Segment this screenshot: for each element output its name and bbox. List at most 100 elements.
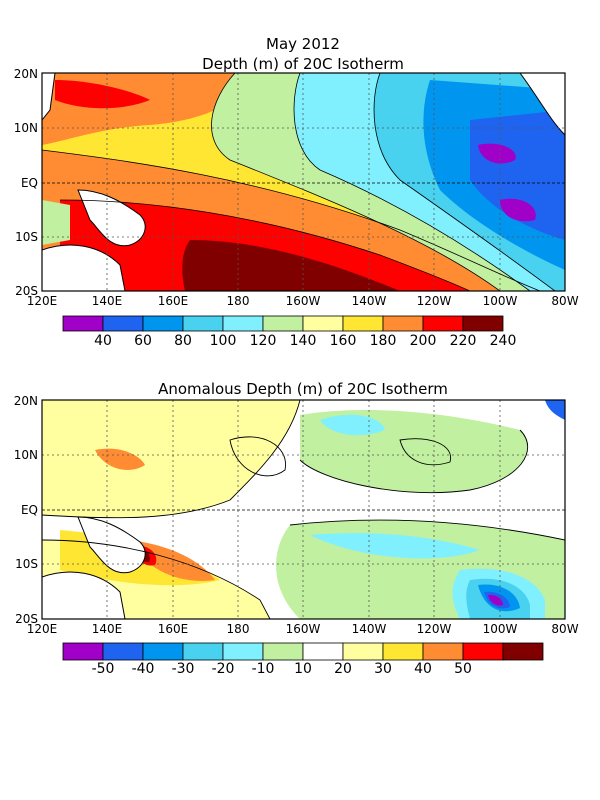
colorbar-swatch [262, 315, 304, 332]
x-tick: 120E [27, 294, 58, 308]
y-tick: EQ [21, 176, 38, 190]
y-tick: 20S [15, 612, 38, 626]
y-axis: 20N 10N EQ 10S 20S [14, 394, 38, 626]
panel-depth: Depth (m) of 20C Isotherm [14, 55, 579, 349]
field-warm-core [60, 200, 470, 291]
colorbar-swatch [182, 642, 224, 661]
x-tick: 120W [417, 294, 452, 308]
contours [42, 400, 565, 619]
land-australia [42, 571, 126, 619]
colorbar-swatches [62, 642, 544, 661]
x-tick: 120E [27, 622, 58, 636]
x-tick: 180 [227, 294, 250, 308]
colorbar-label: -20 [212, 661, 235, 677]
colorbar-swatch [342, 315, 384, 332]
colorbar-label: -40 [132, 661, 155, 677]
x-tick: 80W [551, 622, 578, 636]
panel-title: Anomalous Depth (m) of 20C Isotherm [158, 380, 448, 398]
gridlines [42, 400, 565, 619]
colorbar-label: 50 [454, 661, 472, 677]
field-east-dark [470, 110, 565, 240]
field-pos-yellow [42, 400, 300, 518]
field-east-purple1 [478, 143, 516, 164]
field-ne-blue [545, 400, 565, 420]
map-field [42, 73, 565, 291]
map-frame [41, 399, 566, 620]
x-tick: 100W [483, 294, 518, 308]
colorbar-swatch [462, 642, 504, 661]
field-pos-orange1 [95, 448, 145, 470]
y-tick: 10S [15, 557, 38, 571]
x-tick: 160E [158, 294, 189, 308]
colorbar-label: 60 [134, 333, 152, 349]
x-tick: 140E [92, 294, 123, 308]
colorbar-swatch [382, 315, 424, 332]
colorbar-swatch [422, 642, 464, 661]
colorbar-label: 10 [294, 661, 312, 677]
x-tick: 140W [352, 294, 387, 308]
panel-title: Depth (m) of 20C Isotherm [202, 55, 404, 73]
colorbar-label: -30 [172, 661, 195, 677]
colorbar-depth: 40 60 80 100 120 140 160 180 200 220 240 [62, 315, 516, 349]
colorbar-swatch [342, 642, 384, 661]
figure-title: May 2012 [266, 35, 340, 53]
land-west [42, 73, 56, 121]
colorbar-label: 80 [174, 333, 192, 349]
y-tick: EQ [21, 503, 38, 517]
colorbar-label: 30 [374, 661, 392, 677]
y-tick: 10N [14, 448, 38, 462]
field-warm-max [182, 240, 400, 291]
colorbar-swatch [62, 315, 104, 332]
colorbar-label: -50 [92, 661, 115, 677]
contours [42, 73, 556, 291]
x-tick: 160E [158, 622, 189, 636]
colorbar-label: 120 [250, 333, 277, 349]
x-axis: 120E 140E 160E 180 160W 140W 120W 100W 8… [27, 294, 579, 308]
colorbar-swatch [382, 642, 424, 661]
colorbar-labels: 40 60 80 100 120 140 160 180 200 220 240 [94, 333, 516, 349]
colorbar-label: 240 [490, 333, 517, 349]
colorbar-swatch [182, 315, 224, 332]
colorbar-swatch [302, 642, 344, 661]
x-tick: 140W [352, 622, 387, 636]
colorbar-swatch [222, 315, 264, 332]
colorbar-label: 200 [410, 333, 437, 349]
x-tick: 160W [286, 622, 321, 636]
x-tick: 140E [92, 622, 123, 636]
x-tick: 100W [483, 622, 518, 636]
land-new-guinea [77, 189, 146, 247]
colorbar-label: -10 [252, 661, 275, 677]
colorbar-label: 160 [330, 333, 357, 349]
x-tick: 120W [417, 622, 452, 636]
colorbar-swatch [502, 642, 544, 661]
colorbar-label: 180 [370, 333, 397, 349]
y-axis: 20N 10N EQ 10S 20S [14, 67, 38, 298]
colorbar-labels: -50 -40 -30 -20 -10 10 20 30 40 50 [92, 661, 472, 677]
land-australia [42, 244, 126, 291]
colorbar-swatch [222, 642, 264, 661]
map-field [42, 400, 565, 619]
colorbar-swatch [422, 315, 464, 332]
y-tick: 10N [14, 121, 38, 135]
x-tick: 180 [227, 622, 250, 636]
panel-anomaly: Anomalous Depth (m) of 20C Isotherm [14, 380, 579, 677]
colorbar-swatch [102, 642, 144, 661]
y-tick: 20N [14, 394, 38, 408]
field-neg-lightblue2 [310, 533, 480, 559]
colorbar-swatch [462, 315, 504, 332]
colorbar-label: 20 [334, 661, 352, 677]
colorbar-swatch [142, 315, 184, 332]
colorbar-swatches [62, 315, 504, 332]
colorbar-label: 140 [290, 333, 317, 349]
map-frame [41, 72, 566, 292]
field-north-core [55, 80, 150, 109]
y-tick: 20N [14, 67, 38, 81]
colorbar-label: 100 [210, 333, 237, 349]
colorbar-swatch [142, 642, 184, 661]
field-neg-purple [488, 594, 503, 606]
x-axis: 120E 140E 160E 180 160W 140W 120W 100W 8… [27, 622, 579, 636]
field-east-purple2 [500, 198, 536, 222]
field-west-green [42, 200, 70, 245]
y-tick: 20S [15, 284, 38, 298]
